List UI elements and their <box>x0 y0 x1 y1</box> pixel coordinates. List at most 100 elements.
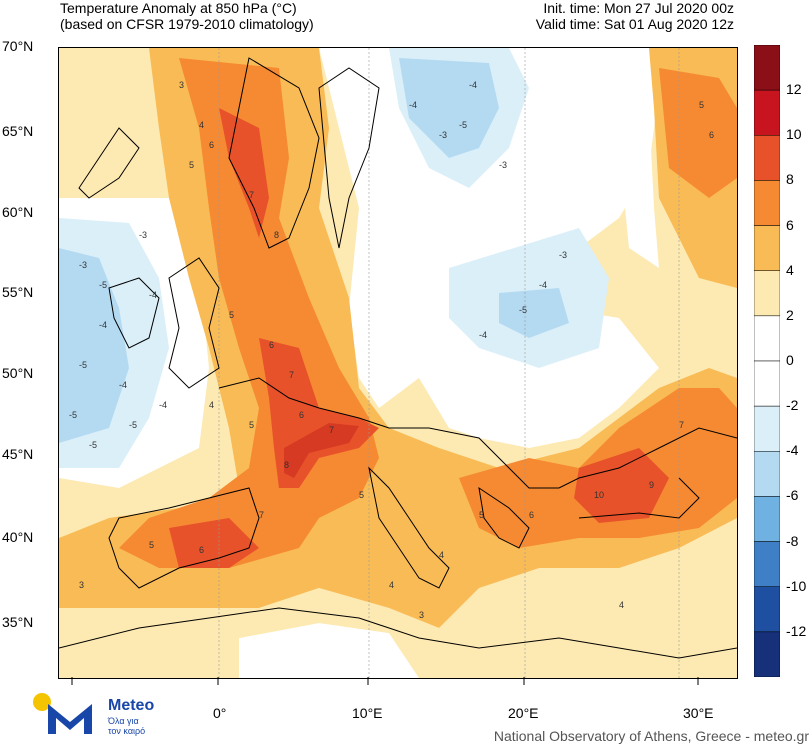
value-label: 7 <box>679 420 684 430</box>
lon-label: 0° <box>213 705 227 721</box>
graticule <box>218 48 680 678</box>
value-label: -4 <box>119 380 127 390</box>
chart-title: Temperature Anomaly at 850 hPa (°C) (bas… <box>60 0 314 32</box>
time-info: Init. time: Mon 27 Jul 2020 00z Valid ti… <box>536 0 734 32</box>
value-label: -3 <box>439 130 447 140</box>
colorbar-label: -6 <box>786 487 799 504</box>
valid-time: Valid time: Sat 01 Aug 2020 12z <box>535 16 734 32</box>
cold-region-russia-core <box>399 58 499 158</box>
anomaly-map: -3 -4 -5 -4 -5 -3 -4 -5 -4 -3 -4 -5 -3 -… <box>58 47 738 679</box>
lat-label: 70°N <box>2 38 34 54</box>
value-label: 5 <box>699 100 704 110</box>
colorbar-bin <box>754 180 780 226</box>
footer-credit: National Observatory of Athens, Greece -… <box>493 728 809 744</box>
colorbar-label: 6 <box>786 216 794 233</box>
value-label: 7 <box>289 370 294 380</box>
value-label: 5 <box>249 420 254 430</box>
title-line-1: Temperature Anomaly at 850 hPa (°C) <box>60 0 297 16</box>
lat-label: 45°N <box>2 446 34 462</box>
value-label: -4 <box>479 330 487 340</box>
colorbar-bin <box>754 89 780 136</box>
colorbar-label: 2 <box>786 306 794 323</box>
colorbar-label: -12 <box>786 622 807 639</box>
value-label: 6 <box>299 410 304 420</box>
lat-label: 40°N <box>2 529 34 545</box>
colorbar <box>754 45 780 677</box>
value-label: -4 <box>469 80 477 90</box>
colorbar-label: -4 <box>786 442 799 459</box>
value-label: 5 <box>229 310 234 320</box>
lat-label: 50°N <box>2 365 34 381</box>
value-labels: -3 -4 -5 -4 -5 -3 -4 -5 -4 -3 -4 -5 -3 -… <box>69 80 714 620</box>
neutral-region-east <box>619 48 659 268</box>
colorbar-bin <box>754 360 780 407</box>
map-svg: -3 -4 -5 -4 -5 -3 -4 -5 -4 -3 -4 -5 -3 -… <box>59 48 737 678</box>
colorbar-bins <box>754 45 780 677</box>
value-label: 7 <box>259 510 264 520</box>
warm-region-norway <box>219 108 269 238</box>
colorbar-bin <box>754 225 780 271</box>
colorbar-bin <box>754 451 780 497</box>
colorbar-label: 0 <box>786 352 794 368</box>
colorbar-label: 12 <box>786 81 802 98</box>
value-label: 3 <box>79 580 84 590</box>
value-label: -5 <box>519 305 527 315</box>
lat-label: 65°N <box>2 123 34 139</box>
value-label: 3 <box>179 80 184 90</box>
value-label: 6 <box>529 510 534 520</box>
meteo-brand-name: Meteo <box>108 697 155 714</box>
lon-label: 30°E <box>683 705 714 721</box>
value-label: -3 <box>499 160 507 170</box>
value-label: -3 <box>139 230 147 240</box>
lon-label: 10°E <box>352 705 383 721</box>
value-label: 5 <box>359 490 364 500</box>
value-label: -5 <box>89 440 97 450</box>
value-label: -5 <box>459 120 467 130</box>
value-label: -5 <box>129 420 137 430</box>
value-label: 4 <box>389 580 394 590</box>
value-label: 8 <box>274 230 279 240</box>
value-label: -3 <box>79 260 87 270</box>
colorbar-label: 4 <box>786 261 794 278</box>
value-label: -5 <box>99 280 107 290</box>
value-label: 5 <box>149 540 154 550</box>
lon-label: 20°E <box>508 705 539 721</box>
colorbar-bin <box>754 270 780 317</box>
warm-core-turkey <box>574 448 669 523</box>
value-label: -5 <box>69 410 77 420</box>
value-label: -4 <box>149 290 157 300</box>
colorbar-label: 10 <box>786 126 802 143</box>
colorbar-bin <box>754 631 780 677</box>
colorbar-label: -10 <box>786 577 807 594</box>
cold-region-atlantic-core <box>59 248 129 443</box>
value-label: 4 <box>209 400 214 410</box>
meteo-tagline-1: Όλα για <box>108 716 139 726</box>
value-label: 6 <box>269 340 274 350</box>
value-label: -5 <box>79 360 87 370</box>
colorbar-bin <box>754 135 780 181</box>
value-label: 9 <box>649 480 654 490</box>
meteo-logo-icon <box>33 693 92 734</box>
value-label: -4 <box>159 400 167 410</box>
value-label: 4 <box>199 120 204 130</box>
colorbar-label: -8 <box>786 532 799 549</box>
value-label: 5 <box>479 510 484 520</box>
lat-label: 55°N <box>2 284 34 300</box>
value-label: 8 <box>284 460 289 470</box>
colorbar-bin <box>754 405 780 452</box>
value-label: 4 <box>619 600 624 610</box>
neutral-region-africa <box>239 623 419 678</box>
value-label: 7 <box>249 190 254 200</box>
warm-region-northeast-core <box>659 68 737 198</box>
colorbar-bin <box>754 496 780 542</box>
value-label: 3 <box>419 610 424 620</box>
title-line-2: (based on CFSR 1979-2010 climatology) <box>60 16 314 32</box>
colorbar-bin <box>754 541 780 587</box>
warm-core-alps-center <box>284 423 359 478</box>
lat-label: 60°N <box>2 204 34 220</box>
colorbar-bin <box>754 586 780 633</box>
value-label: 10 <box>594 490 604 500</box>
x-axis-ticks <box>71 677 699 685</box>
value-label: 4 <box>439 550 444 560</box>
colorbar-label: -2 <box>786 397 799 414</box>
